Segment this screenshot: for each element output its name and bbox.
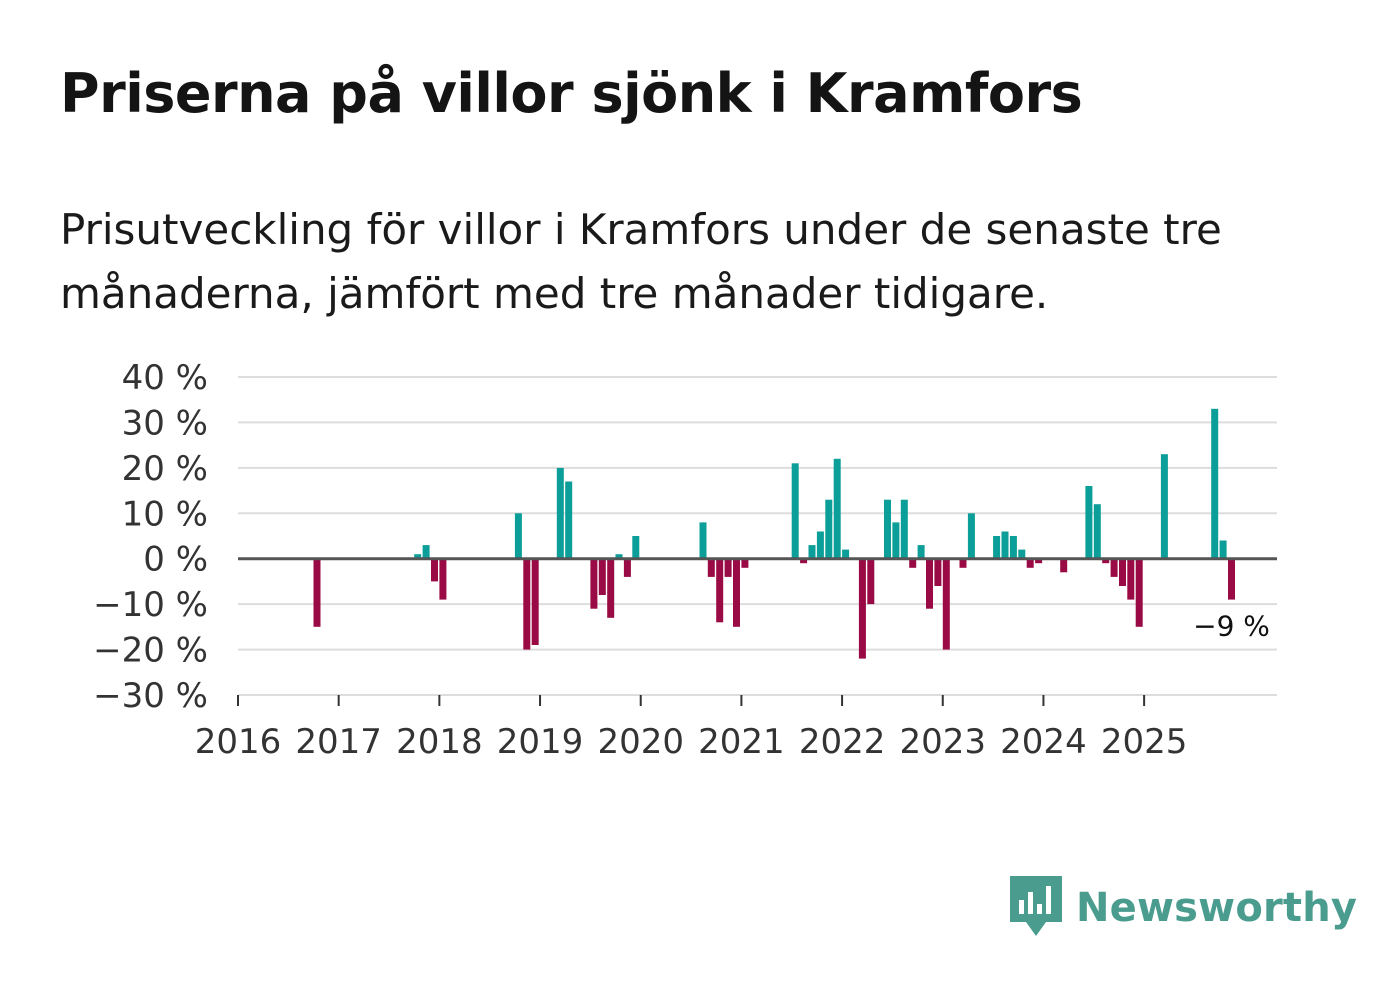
- bar: [632, 536, 640, 559]
- bar: [439, 558, 447, 600]
- bar: [707, 558, 715, 577]
- x-tick-label: 2023: [899, 722, 986, 762]
- bar: [531, 558, 539, 645]
- bar: [1135, 558, 1143, 627]
- brand-name: Newsworthy: [1076, 885, 1358, 931]
- bar: [1085, 486, 1093, 559]
- bar: [1228, 558, 1235, 600]
- bar: [917, 545, 925, 559]
- x-tick-label: 2019: [497, 722, 584, 762]
- bar: [816, 531, 824, 559]
- bar: [607, 558, 615, 618]
- bar: [556, 467, 564, 559]
- bar: [598, 558, 606, 595]
- bar: [926, 558, 933, 609]
- bar: [892, 522, 900, 559]
- last-value-label: −9 %: [1193, 610, 1270, 643]
- bar: [1060, 558, 1068, 573]
- bar: [514, 513, 522, 559]
- bar: [699, 522, 707, 559]
- bar: [414, 554, 422, 559]
- bar: [959, 558, 967, 568]
- x-tick-label: 2016: [195, 722, 282, 762]
- bar: [590, 558, 598, 609]
- chart-title: Priserna på villor sjönk i Kramfors: [60, 62, 1083, 125]
- bar: [1009, 536, 1017, 559]
- tick-labels: 40 % 30 % 20 % 10 % 0 % −10 % −20 % −30 % 2016 20…: [93, 358, 1270, 762]
- y-tick-label: −30 %: [93, 676, 208, 716]
- y-tick-label: 0 %: [143, 540, 208, 580]
- bar: [909, 558, 917, 568]
- bar: [422, 545, 430, 559]
- x-tick-label: 2018: [396, 722, 483, 762]
- bar: [1211, 408, 1219, 559]
- bar: [884, 499, 891, 559]
- bar: [833, 458, 841, 559]
- bar: [1018, 549, 1026, 559]
- bar: [1127, 558, 1135, 600]
- bar: [741, 558, 749, 568]
- bar: [1110, 558, 1118, 577]
- axes: [237, 557, 1277, 706]
- y-tick-label: 40 %: [122, 358, 208, 398]
- bar: [1026, 558, 1034, 568]
- x-tick-label: 2017: [295, 722, 382, 762]
- x-tick-label: 2022: [799, 722, 886, 762]
- y-tick-label: 30 %: [122, 403, 208, 443]
- bar: [858, 558, 866, 659]
- bar: [716, 558, 724, 623]
- bar: [623, 558, 631, 577]
- x-tick-label: 2025: [1101, 722, 1188, 762]
- bar: [733, 558, 740, 627]
- x-tick-label: 2024: [1000, 722, 1087, 762]
- bar: [1160, 454, 1168, 559]
- bar: [791, 463, 799, 559]
- bar: [724, 558, 732, 577]
- x-tick-label: 2020: [597, 722, 684, 762]
- bar: [942, 558, 950, 650]
- bar: [867, 558, 875, 605]
- bar: [1035, 558, 1043, 564]
- bar: [808, 545, 816, 559]
- bar: [615, 554, 623, 559]
- bar: [1219, 540, 1227, 559]
- bar: [800, 558, 808, 564]
- brand-logo: Newsworthy: [1010, 876, 1357, 940]
- bar: [431, 558, 438, 582]
- bar: [565, 481, 573, 559]
- bars: [313, 408, 1235, 659]
- bar: [523, 558, 531, 650]
- y-tick-label: −20 %: [93, 631, 208, 671]
- bar: [1001, 531, 1009, 559]
- bar: [1093, 504, 1101, 559]
- bar: [967, 513, 975, 559]
- bar: [900, 499, 908, 559]
- grid-lines: [238, 376, 1277, 696]
- bar: [934, 558, 942, 586]
- chart-subtitle: Prisutveckling för villor i Kramfors und…: [60, 205, 1222, 318]
- bar: [993, 536, 1001, 559]
- bar: [1102, 558, 1110, 564]
- bar: [313, 558, 321, 627]
- y-tick-label: −10 %: [93, 585, 208, 625]
- x-tick-label: 2021: [698, 722, 785, 762]
- bar: [842, 549, 850, 559]
- y-tick-label: 20 %: [122, 449, 208, 489]
- bar-chart: 40 % 30 % 20 % 10 % 0 % −10 % −20 % −30 % 2016 20…: [93, 358, 1277, 762]
- bar: [825, 499, 833, 559]
- bar: [1119, 558, 1126, 586]
- y-tick-label: 10 %: [122, 494, 208, 534]
- bar-chart-speech-bubble-icon: [1010, 876, 1062, 936]
